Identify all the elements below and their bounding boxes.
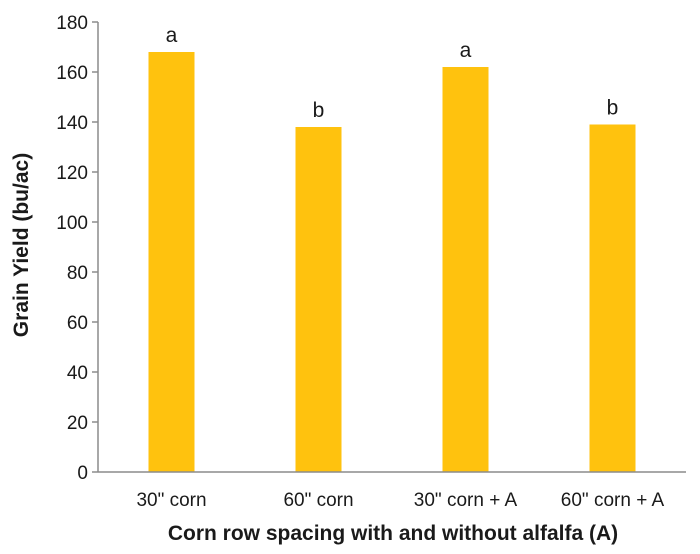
bar-data-label: a bbox=[460, 39, 472, 62]
bar-data-label: a bbox=[166, 24, 178, 47]
bar bbox=[148, 52, 195, 472]
y-tick-label: 180 bbox=[56, 13, 88, 34]
x-tick-label: 60" corn + A bbox=[561, 490, 665, 511]
x-axis-ticks: 30" corn 60" corn 30" corn + A 60" corn + A bbox=[136, 490, 664, 511]
bar-data-label: b bbox=[607, 97, 619, 120]
bar bbox=[589, 124, 636, 472]
bar-data-label: b bbox=[313, 99, 325, 122]
y-tick-label: 60 bbox=[67, 313, 88, 334]
y-tick-label: 100 bbox=[56, 213, 88, 234]
x-axis-title: Corn row spacing with and without alfalf… bbox=[168, 522, 618, 545]
y-tick-label: 0 bbox=[77, 463, 88, 484]
y-tick-label: 160 bbox=[56, 63, 88, 84]
bar bbox=[442, 67, 489, 472]
y-tick-label: 80 bbox=[67, 263, 88, 284]
x-tick-label: 30" corn bbox=[136, 490, 206, 511]
data-labels: a b a b bbox=[166, 24, 619, 122]
y-tick-label: 120 bbox=[56, 163, 88, 184]
x-tick-label: 60" corn bbox=[283, 490, 353, 511]
bar bbox=[295, 127, 342, 472]
y-tick-label: 20 bbox=[67, 413, 88, 434]
y-tick-label: 40 bbox=[67, 363, 88, 384]
y-axis-ticks: 0 20 40 60 80 100 120 140 160 180 bbox=[56, 13, 98, 484]
y-tick-label: 140 bbox=[56, 113, 88, 134]
x-tick-label: 30" corn + A bbox=[414, 490, 518, 511]
bars bbox=[148, 52, 636, 472]
y-axis-title: Grain Yield (bu/ac) bbox=[10, 153, 33, 337]
